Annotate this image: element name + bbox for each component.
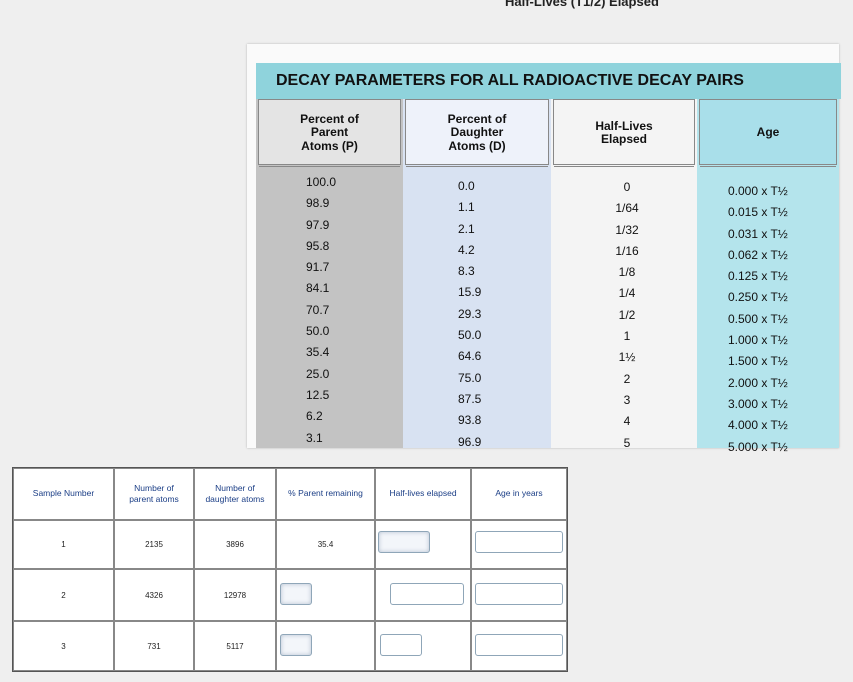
age-value: 0.000 x T½: [728, 184, 788, 198]
table-row-3-age-cell: [471, 621, 567, 671]
table-row-1-half-lives-cell: [375, 520, 471, 569]
age-values-list: 0.000 x T½ 0.015 x T½ 0.031 x T½ 0.062 x…: [728, 181, 788, 458]
daughter-value: 50.0: [458, 328, 482, 343]
half-lives-header: Half-Lives Elapsed: [554, 100, 694, 167]
parent-value: 84.1: [306, 281, 330, 296]
table-row-1-percent: 35.4: [276, 520, 375, 569]
table-row-1-parent: 2135: [114, 520, 194, 569]
age-value: 0.015 x T½: [728, 205, 788, 220]
parent-value: 98.9: [306, 196, 330, 211]
daughter-value: 15.9: [458, 285, 482, 300]
parent-value: 100.0: [306, 175, 337, 189]
half-lives-header-cell: Half-Lives Elapsed: [553, 99, 695, 167]
header-sample-number: Sample Number: [13, 468, 114, 520]
daughter-value: 2.1: [458, 221, 475, 236]
age-value: 0.500 x T½: [728, 311, 788, 326]
parent-value: 91.7: [306, 260, 330, 275]
table-row-1-daughter: 3896: [194, 520, 276, 569]
table-row-2-half-lives-cell: [375, 569, 471, 621]
header-parent-atoms: Number of parent atoms: [114, 468, 194, 520]
parent-header: Percent of Parent Atoms (P): [259, 100, 400, 167]
daughter-value: 96.9: [458, 434, 482, 449]
daughter-value: 8.3: [458, 264, 475, 279]
age-value: 0.031 x T½: [728, 226, 788, 241]
half-life-value: 1/16: [615, 243, 639, 258]
half-life-value: 4: [623, 414, 631, 429]
age-value: 0.125 x T½: [728, 269, 788, 284]
age-value: 0.250 x T½: [728, 290, 788, 305]
age-header-cell: Age: [699, 99, 837, 167]
header-daughter-atoms: Number of daughter atoms: [194, 468, 276, 520]
parent-value: 3.1: [306, 430, 323, 445]
daughter-values-list: 0.0 1.1 2.1 4.2 8.3 15.9 29.3 50.0 64.6 …: [458, 176, 481, 453]
age-value: 2.000 x T½: [728, 375, 788, 390]
half-life-value: 1½: [618, 350, 636, 365]
row-2-half-lives-input[interactable]: [390, 583, 464, 605]
row-1-half-lives-input[interactable]: [378, 531, 430, 553]
table-row-3-sample: 3: [13, 621, 114, 671]
age-value: 1.000 x T½: [728, 333, 788, 348]
row-3-half-lives-input[interactable]: [380, 634, 422, 656]
table-row-3-parent: 731: [114, 621, 194, 671]
daughter-value: 1.1: [458, 200, 475, 215]
parent-value: 95.8: [306, 238, 330, 253]
header-age: Age in years: [471, 468, 567, 520]
parent-value: 70.7: [306, 302, 330, 317]
daughter-value: 93.8: [458, 413, 482, 428]
table-row-2-parent: 4326: [114, 569, 194, 621]
half-life-value: 3: [623, 392, 631, 407]
row-2-percent-input[interactable]: [280, 583, 312, 605]
daughter-value: 29.3: [458, 306, 482, 321]
half-life-value: 5: [623, 435, 631, 450]
daughter-header: Percent of Daughter Atoms (D): [406, 100, 548, 167]
table-row-3-percent-cell: [276, 621, 375, 671]
top-caption: Half-Lives (T1/2) Elapsed: [505, 0, 659, 9]
table-row-3-half-lives-cell: [375, 621, 471, 671]
table-row-2-sample: 2: [13, 569, 114, 621]
half-life-value: 0: [623, 180, 631, 194]
parent-value: 97.9: [306, 217, 330, 232]
daughter-value: 75.0: [458, 370, 482, 385]
parent-value: 25.0: [306, 366, 330, 381]
half-life-value: 1/8: [618, 265, 636, 280]
half-life-values-list: 0 1/64 1/32 1/16 1/8 1/4 1/2 1 1½ 2 3 4 …: [612, 177, 642, 454]
age-value: 0.062 x T½: [728, 247, 788, 262]
row-3-percent-input[interactable]: [280, 634, 312, 656]
row-3-age-input[interactable]: [475, 634, 563, 656]
half-life-value: 1/2: [618, 307, 636, 322]
table-row-2-daughter: 12978: [194, 569, 276, 621]
parent-value: 6.2: [306, 409, 323, 424]
table-row-1-sample: 1: [13, 520, 114, 569]
age-header: Age: [700, 100, 836, 167]
age-value: 4.000 x T½: [728, 418, 788, 433]
parent-value: 35.4: [306, 345, 330, 360]
half-life-value: 1/64: [615, 201, 639, 216]
parent-values-list: 100.0 98.9 97.9 95.8 91.7 84.1 70.7 50.0…: [306, 172, 336, 449]
table-row-2-age-cell: [471, 569, 567, 621]
parent-value: 12.5: [306, 387, 330, 402]
half-life-value: 2: [623, 371, 631, 386]
table-row-2-percent-cell: [276, 569, 375, 621]
table-row-3-daughter: 5117: [194, 621, 276, 671]
parent-value: 50.0: [306, 324, 330, 339]
half-life-value: 1/32: [615, 222, 639, 237]
header-half-lives: Half-lives elapsed: [375, 468, 471, 520]
age-value: 1.500 x T½: [728, 354, 788, 369]
header-percent-parent: % Parent remaining: [276, 468, 375, 520]
age-value: 3.000 x T½: [728, 396, 788, 411]
daughter-value: 4.2: [458, 242, 475, 257]
row-1-age-input[interactable]: [475, 531, 563, 553]
half-life-value: 1/4: [618, 286, 636, 301]
daughter-value: 0.0: [458, 179, 475, 193]
age-value: 5.000 x T½: [728, 439, 788, 454]
daughter-value: 87.5: [458, 391, 482, 406]
decay-table-title: DECAY PARAMETERS FOR ALL RADIOACTIVE DEC…: [256, 63, 841, 99]
half-life-value: 1: [623, 329, 631, 344]
table-row-1-age-cell: [471, 520, 567, 569]
parent-header-cell: Percent of Parent Atoms (P): [258, 99, 401, 167]
daughter-header-cell: Percent of Daughter Atoms (D): [405, 99, 549, 167]
row-2-age-input[interactable]: [475, 583, 563, 605]
daughter-value: 64.6: [458, 349, 482, 364]
